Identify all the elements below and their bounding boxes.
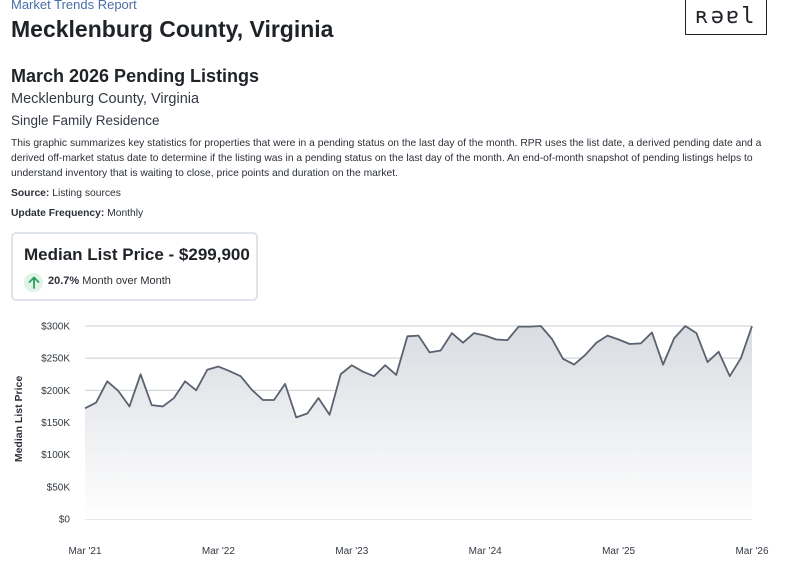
x-tick-label: Mar '22 — [202, 546, 235, 557]
price-line — [84, 325, 753, 419]
x-tick-label: Mar '24 — [469, 546, 502, 557]
arrow-up-icon — [24, 273, 43, 292]
section-title: March 2026 Pending Listings — [11, 66, 260, 86]
y-tick-label: $0 — [59, 515, 71, 526]
x-tick-label: Mar '21 — [68, 546, 101, 557]
stat-title: Median List Price - $299,900 — [24, 245, 250, 264]
frequency-value: Monthly — [107, 208, 144, 219]
x-tick-label: Mar '25 — [602, 546, 635, 557]
x-tick-label: Mar '23 — [335, 546, 368, 557]
county-title: Mecklenburg County, Virginia — [11, 16, 334, 42]
median-price-card: Median List Price - $299,900 20.7% Month… — [11, 232, 258, 301]
y-tick-label: $100K — [41, 450, 70, 461]
y-axis-ticks: $0 $50K $100K $150K $200K $250K $300K — [41, 322, 70, 526]
source-label: Source: — [11, 188, 50, 199]
source-line: Source: Listing sources — [11, 188, 121, 199]
frequency-label: Update Frequency: — [11, 208, 105, 219]
y-tick-label: $250K — [41, 354, 70, 365]
change-percent: 20.7% — [48, 275, 80, 287]
change-row: 20.7% Month over Month — [48, 275, 171, 287]
x-tick-label: Mar '26 — [735, 546, 768, 557]
median-list-price-chart: $0$50K$100K$150K$200K$250K$300K Mar '21 M… — [13, 322, 769, 558]
y-tick-label: $300K — [41, 322, 70, 333]
section-area: Mecklenburg County, Virginia — [11, 91, 200, 107]
section-property-type: Single Family Residence — [11, 113, 160, 128]
y-tick-label: $50K — [47, 482, 71, 493]
y-tick-label: $200K — [41, 386, 70, 397]
x-axis-ticks: Mar '21 Mar '22 Mar '23 Mar '24 Mar '25 Mar '… — [68, 546, 768, 557]
y-axis-label: Median List Price — [13, 376, 25, 463]
report-label: Market Trends Report — [11, 0, 137, 12]
section-description: This graphic summarizes key statistics f… — [11, 138, 762, 179]
frequency-line: Update Frequency: Monthly — [11, 208, 143, 219]
price-area — [85, 326, 752, 519]
change-text: Month over Month — [82, 275, 171, 287]
y-tick-label: $150K — [41, 418, 70, 429]
real-logo: ʀǝɐl — [685, 0, 767, 35]
source-value: Listing sources — [52, 188, 121, 199]
logo-text: ʀǝɐl — [695, 3, 757, 29]
